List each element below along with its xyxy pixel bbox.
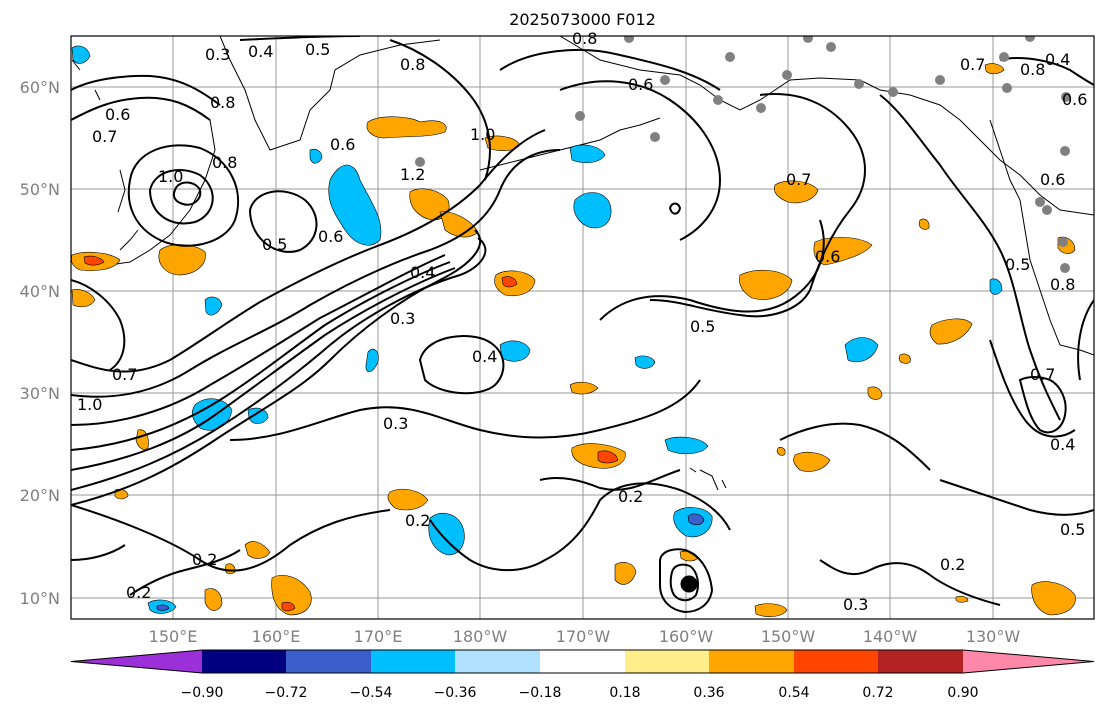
lat-label: 10°N [20,589,60,608]
contour-label: 0.2 [126,583,151,602]
contour-label: 0.6 [1062,90,1087,109]
colorbar-segment [371,650,455,673]
contour-label: 0.4 [410,263,435,282]
lon-label: 170°E [354,627,403,646]
positive-shading [71,63,1076,617]
contour-label: 0.8 [400,55,425,74]
colorbar-segment [455,650,540,673]
contour-label: 0.8 [572,29,597,48]
contour-label: 0.5 [1060,520,1085,539]
contour-label: 1.0 [158,167,183,186]
contour-label: 0.4 [472,347,497,366]
lon-label: 170°W [556,627,611,646]
lon-label: 140°W [863,627,918,646]
contour-label: 0.6 [105,105,130,124]
contour-label: 0.8 [1020,60,1045,79]
contour-label: 0.6 [628,75,653,94]
colorbar-labels: −0.90 −0.72 −0.54 −0.36 −0.18 0.18 0.36 … [181,685,979,701]
lon-label: 150°W [761,627,816,646]
lon-label: 130°W [966,627,1021,646]
lat-label: 50°N [20,180,60,199]
colorbar-label: 0.36 [693,685,724,701]
plot-frame [70,35,1095,620]
colorbar-segment [71,650,202,673]
contour-label: 0.3 [390,309,415,328]
colorbar-label: 0.54 [778,685,809,701]
contour-label: 0.6 [815,247,840,266]
lon-label: 160°E [252,627,301,646]
center-marker [680,575,698,593]
contour-label: 0.5 [690,317,715,336]
colorbar-segment [540,650,625,673]
contour-label: 0.5 [305,40,330,59]
contour-label: 0.4 [248,42,273,61]
colorbar-label: −0.54 [350,685,393,701]
contour-label: 0.5 [1005,255,1030,274]
contour-label: 0.2 [618,487,643,506]
lat-label: 60°N [20,78,60,97]
lon-label: 150°E [149,627,198,646]
contour-label: 0.5 [262,235,287,254]
contour-label: 0.6 [1040,170,1065,189]
contour-lines [71,36,1094,614]
colorbar-segment [794,650,878,673]
lat-label: 40°N [20,282,60,301]
colorbar-outline [70,649,1095,674]
contour-label: 0.7 [786,170,811,189]
colorbar-segment [963,650,1094,673]
map-title: 2025073000 F012 [509,10,656,29]
lat-axis-labels: 60°N 50°N 40°N 30°N 20°N 10°N [20,78,60,608]
lat-label: 30°N [20,384,60,403]
colorbar-segment [202,650,286,673]
lon-axis-labels: 150°E 160°E 170°E 180°W 170°W 160°W 150°… [149,627,1021,646]
contour-label: 0.3 [843,595,868,614]
contour-label: 0.7 [92,127,117,146]
contour-label: 0.7 [1030,365,1055,384]
contour-label: 1.2 [400,165,425,184]
contour-label: 0.4 [1045,50,1070,69]
contour-label: 0.8 [1050,275,1075,294]
colorbar-segment [625,650,709,673]
lon-label: 180°W [453,627,508,646]
contour-label: 0.7 [960,55,985,74]
colorbar-label: −0.72 [265,685,308,701]
lat-label: 20°N [20,486,60,505]
colorbar-segment [286,650,371,673]
contour-label: 0.8 [212,153,237,172]
contour-label: 0.2 [192,550,217,569]
lon-label: 160°W [659,627,714,646]
colorbar-segment [878,650,963,673]
contour-label: 0.2 [405,511,430,530]
colorbar: −0.90 −0.72 −0.54 −0.36 −0.18 0.18 0.36 … [70,649,1095,701]
contour-label: 0.3 [205,45,230,64]
colorbar-label: −0.36 [434,685,477,701]
contour-labels: 0.3 0.4 0.5 0.8 0.6 0.7 0.8 0.6 1.0 1.2 … [77,29,1087,614]
colorbar-segments [70,649,1095,674]
colorbar-label: 0.18 [609,685,640,701]
contour-label: 1.0 [470,125,495,144]
contour-label: 0.4 [1050,435,1075,454]
colorbar-label: 0.72 [862,685,893,701]
contour-label: 0.2 [940,555,965,574]
contour-label: 1.0 [77,395,102,414]
contour-label: 0.6 [330,135,355,154]
contour-label: 0.6 [318,227,343,246]
station-dots [415,36,1071,273]
colorbar-segment [709,650,794,673]
colorbar-label: −0.90 [181,685,224,701]
contour-label: 0.7 [112,365,137,384]
colorbar-label: 0.90 [947,685,978,701]
contour-label: 0.3 [383,414,408,433]
colorbar-label: −0.18 [519,685,562,701]
contour-label: 0.8 [210,93,235,112]
